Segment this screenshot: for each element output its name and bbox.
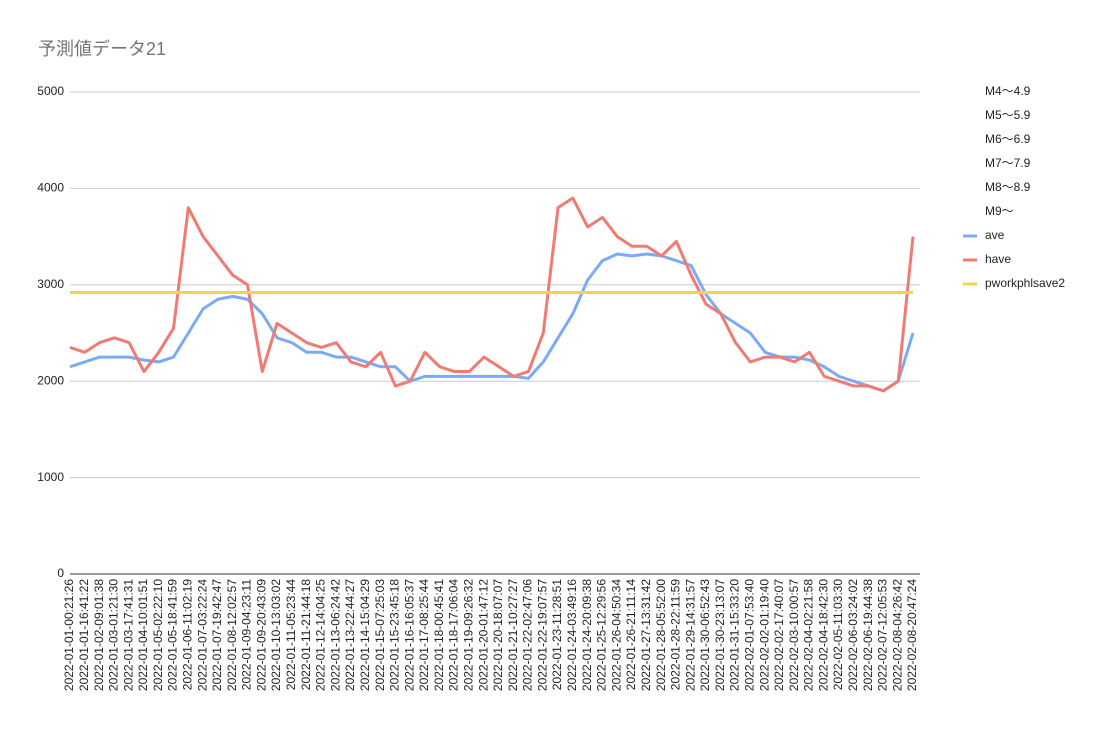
- series-line: [69, 252, 915, 393]
- x-tick-label: 2022-01-27-13:31:42: [639, 579, 653, 691]
- legend-label: pworkphlsave2: [985, 276, 1065, 290]
- x-tick-label: 2022-02-02-01:19:40: [757, 579, 771, 691]
- x-tick-label: 2022-02-05-11:03:30: [831, 579, 845, 691]
- x-tick-label: 2022-01-22-19:07:57: [535, 579, 549, 691]
- x-tick-label: 2022-01-15-07:25:03: [373, 579, 387, 691]
- x-tick-label: 2022-02-03-10:00:57: [787, 579, 801, 691]
- x-tick-label: 2022-01-16-16:05:37: [402, 579, 416, 691]
- x-tick-label: 2022-01-22-02:47:06: [521, 579, 535, 691]
- x-tick-label: 2022-01-04-10:01:51: [136, 579, 150, 691]
- x-tick-label: 2022-01-20-01:47:12: [476, 579, 490, 691]
- x-tick-label: 2022-01-03-17:41:31: [121, 579, 135, 691]
- y-tick-label: 1000: [37, 470, 64, 484]
- x-tick-label: 2022-01-19-09:26:32: [461, 579, 475, 691]
- x-tick-label: 2022-01-05-02:22:10: [151, 579, 165, 691]
- y-tick-label: 2000: [37, 373, 64, 387]
- x-tick-label: 2022-01-08-12:02:57: [225, 579, 239, 691]
- y-tick-label: 5000: [37, 84, 64, 98]
- x-tick-label: 2022-02-08-20:47:24: [905, 579, 919, 691]
- x-tick-label: 2022-02-04-02:21:58: [802, 579, 816, 691]
- legend-label: M5〜5.9: [985, 108, 1031, 122]
- legend-label: M7〜7.9: [985, 156, 1031, 170]
- x-tick-label: 2022-01-11-05:23:44: [284, 579, 298, 691]
- x-tick-label: 2022-01-24-03:49:16: [565, 579, 579, 691]
- x-tick-label: 2022-01-15-23:45:18: [388, 579, 402, 691]
- x-tick-label: 2022-01-13-06:24:42: [328, 579, 342, 691]
- x-tick-label: 2022-01-26-04:50:34: [609, 579, 623, 691]
- legend-label: M4〜4.9: [985, 84, 1031, 98]
- x-tick-label: 2022-02-06-03:24:02: [846, 579, 860, 691]
- x-tick-label: 2022-01-06-11:02:19: [180, 579, 194, 691]
- x-tick-label: 2022-01-30-06:52:43: [698, 579, 712, 691]
- legend-label: M9〜: [985, 204, 1014, 218]
- series-line: [69, 196, 915, 393]
- x-tick-label: 2022-02-08-04:26:42: [890, 579, 904, 691]
- x-tick-label: 2022-01-05-18:41:59: [166, 579, 180, 691]
- x-tick-label: 2022-01-12-14:04:25: [314, 579, 328, 691]
- x-tick-label: 2022-01-29-14:31:57: [683, 579, 697, 691]
- legend-label: M6〜6.9: [985, 132, 1031, 146]
- legend-label: have: [985, 252, 1011, 266]
- legend-label: ave: [985, 228, 1005, 242]
- x-tick-label: 2022-02-02-17:40:07: [772, 579, 786, 691]
- x-tick-label: 2022-01-09-04:23:11: [240, 579, 254, 691]
- x-tick-label: 2022-01-11-21:44:18: [299, 579, 313, 691]
- chart-title: 予測値データ21: [38, 39, 166, 59]
- x-tick-label: 2022-01-28-22:11:59: [669, 579, 683, 691]
- x-tick-label: 2022-01-07-03:22:24: [195, 579, 209, 691]
- x-tick-label: 2022-02-04-18:42:30: [816, 579, 830, 691]
- x-tick-label: 2022-01-07-19:42:47: [210, 579, 224, 691]
- x-tick-label: 2022-01-09-20:43:09: [254, 579, 268, 691]
- x-tick-label: 2022-01-30-23:13:07: [713, 579, 727, 691]
- y-tick-label: 3000: [37, 277, 64, 291]
- x-tick-label: 2022-01-13-22:44:27: [343, 579, 357, 691]
- x-tick-label: 2022-01-28-05:52:00: [654, 579, 668, 691]
- x-tick-label: 2022-01-24-20:09:38: [580, 579, 594, 691]
- x-tick-label: 2022-01-21-10:27:27: [506, 579, 520, 691]
- x-tick-label: 2022-01-18-00:45:41: [432, 579, 446, 691]
- x-tick-label: 2022-01-02-09:01:38: [92, 579, 106, 691]
- legend-label: M8〜8.9: [985, 180, 1031, 194]
- x-tick-label: 2022-01-03-01:21:30: [107, 579, 121, 691]
- x-tick-label: 2022-01-01-16:41:22: [77, 579, 91, 691]
- y-tick-label: 0: [57, 566, 64, 580]
- x-tick-label: 2022-01-17-08:25:44: [417, 579, 431, 691]
- x-tick-label: 2022-02-06-19:44:38: [861, 579, 875, 691]
- x-tick-label: 2022-01-23-11:28:51: [550, 579, 564, 691]
- x-tick-label: 2022-01-20-18:07:07: [491, 579, 505, 691]
- y-tick-label: 4000: [37, 181, 64, 195]
- x-tick-label: 2022-01-26-21:11:14: [624, 579, 638, 691]
- x-tick-label: 2022-01-14-15:04:29: [358, 579, 372, 691]
- x-tick-label: 2022-01-18-17:06:04: [447, 579, 461, 691]
- x-tick-label: 2022-01-01-00:21:26: [62, 579, 76, 691]
- x-tick-label: 2022-02-01-07:53:40: [742, 579, 756, 691]
- x-tick-label: 2022-01-31-15:33:20: [728, 579, 742, 691]
- x-tick-label: 2022-01-25-12:29:56: [595, 579, 609, 691]
- x-tick-label: 2022-02-07-12:05:53: [876, 579, 890, 691]
- x-tick-label: 2022-01-10-13:03:02: [269, 579, 283, 691]
